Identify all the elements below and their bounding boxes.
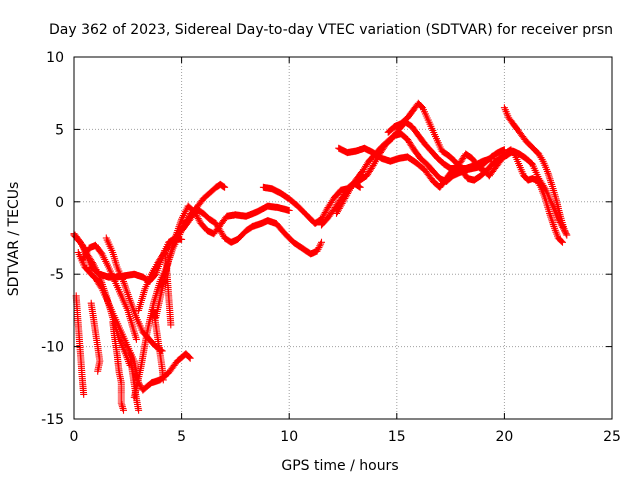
chart-title: Day 362 of 2023, Sidereal Day-to-day VTE… — [49, 22, 613, 38]
y-tick-label: 10 — [46, 50, 64, 66]
y-tick-label: 0 — [55, 195, 64, 211]
x-tick-label: 0 — [70, 429, 79, 445]
y-tick-label: -15 — [41, 412, 64, 428]
plot-frame — [73, 56, 613, 420]
data-markers — [135, 180, 229, 314]
series-drop-4 — [126, 350, 143, 414]
y-tick-label: 5 — [55, 122, 64, 138]
series-arc-9 — [152, 202, 293, 322]
axis-ticks: 0 5 10 15 20 25 -15 -10 -5 0 5 10 — [41, 50, 621, 445]
x-axis-label: GPS time / hours — [281, 458, 398, 474]
series-arc-4 — [79, 241, 140, 343]
series-arc-11 — [318, 118, 495, 229]
data-points — [70, 99, 571, 414]
data-markers — [152, 202, 293, 322]
data-markers — [500, 104, 571, 239]
series-drop-3 — [109, 318, 127, 414]
data-markers — [150, 306, 167, 384]
x-tick-label: 15 — [388, 429, 406, 445]
x-tick-label: 10 — [280, 429, 298, 445]
x-tick-label: 25 — [603, 429, 621, 445]
y-tick-label: -5 — [50, 267, 64, 283]
series-drop-6 — [160, 247, 175, 329]
data-markers — [126, 350, 143, 414]
x-tick-label: 5 — [177, 429, 186, 445]
series-arc-7 — [135, 180, 229, 314]
data-markers — [318, 118, 495, 229]
series-arc-16 — [485, 146, 566, 246]
data-markers — [72, 292, 88, 398]
grid-lines — [74, 57, 612, 419]
series-drop-5 — [150, 306, 167, 384]
data-markers — [109, 318, 127, 414]
data-markers — [79, 241, 140, 343]
x-tick-label: 20 — [495, 429, 513, 445]
series-drop-1 — [72, 292, 88, 398]
series-drop-2 — [87, 299, 104, 375]
series-arc-8 — [139, 350, 194, 394]
y-axis-label: SDTVAR / TECUs — [6, 182, 22, 297]
y-tick-label: -10 — [41, 340, 64, 356]
data-markers — [139, 350, 194, 394]
data-markers — [485, 146, 566, 246]
series-arc-15 — [500, 104, 571, 239]
data-markers — [160, 247, 175, 329]
data-markers — [87, 299, 104, 375]
